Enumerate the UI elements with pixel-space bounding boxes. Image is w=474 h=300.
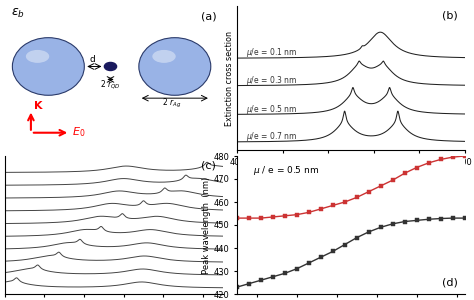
Ellipse shape: [171, 64, 178, 69]
Ellipse shape: [139, 38, 211, 95]
Text: $\mu$/e = 0.5 nm: $\mu$/e = 0.5 nm: [246, 103, 298, 116]
Ellipse shape: [157, 52, 193, 81]
Ellipse shape: [153, 49, 196, 84]
Text: $\mu$/e = 0.1 nm: $\mu$/e = 0.1 nm: [246, 46, 298, 59]
Ellipse shape: [23, 46, 73, 87]
Text: $\epsilon_b$: $\epsilon_b$: [11, 7, 25, 20]
Ellipse shape: [142, 40, 207, 92]
Ellipse shape: [16, 40, 81, 92]
Ellipse shape: [26, 50, 49, 63]
Ellipse shape: [45, 64, 52, 69]
Text: (c): (c): [201, 160, 216, 170]
Ellipse shape: [12, 38, 84, 95]
X-axis label: Wavelength (nm): Wavelength (nm): [311, 169, 390, 178]
Y-axis label: Peak wavelength  (nm): Peak wavelength (nm): [202, 176, 211, 274]
Ellipse shape: [37, 58, 59, 75]
Ellipse shape: [152, 50, 176, 63]
Ellipse shape: [160, 55, 189, 78]
Ellipse shape: [27, 49, 70, 84]
Y-axis label: Extinction cross section: Extinction cross section: [225, 31, 234, 125]
Ellipse shape: [168, 61, 182, 72]
Text: (d): (d): [442, 277, 458, 287]
Text: $E_0$: $E_0$: [73, 125, 86, 139]
Text: K: K: [34, 101, 43, 111]
Ellipse shape: [146, 44, 204, 89]
Ellipse shape: [34, 55, 63, 78]
Ellipse shape: [164, 58, 186, 75]
Ellipse shape: [30, 52, 66, 81]
Ellipse shape: [41, 61, 55, 72]
Text: $\mu$/e = 0.7 nm: $\mu$/e = 0.7 nm: [246, 130, 297, 143]
Ellipse shape: [19, 44, 77, 89]
Text: $\mu$ / e = 0.5 nm: $\mu$ / e = 0.5 nm: [253, 164, 319, 177]
Ellipse shape: [150, 46, 200, 87]
Text: (b): (b): [442, 10, 458, 20]
Text: d: d: [90, 55, 96, 64]
Y-axis label: Extinction cross section: Extinction cross section: [0, 178, 2, 272]
Circle shape: [104, 62, 117, 70]
Text: 2 $r_{Ag}$: 2 $r_{Ag}$: [162, 97, 181, 110]
Text: $\mu$/e = 0.3 nm: $\mu$/e = 0.3 nm: [246, 74, 298, 87]
Text: (a): (a): [201, 12, 216, 22]
Text: 2 $r_{QD}$: 2 $r_{QD}$: [100, 78, 120, 91]
